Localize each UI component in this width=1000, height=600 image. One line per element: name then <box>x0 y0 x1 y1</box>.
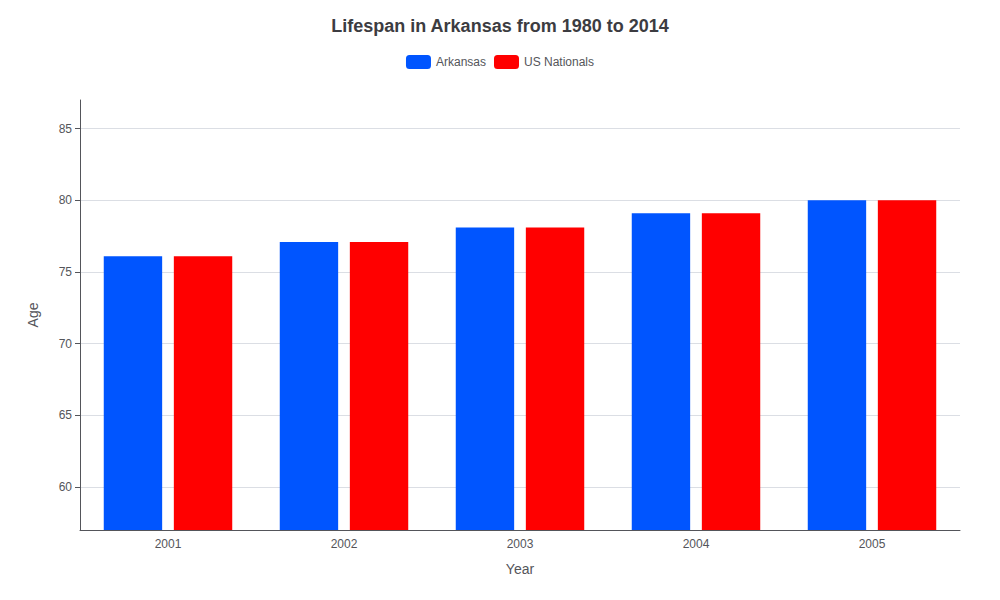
svg-text:2001: 2001 <box>155 537 182 551</box>
svg-text:2005: 2005 <box>859 537 886 551</box>
svg-text:2004: 2004 <box>683 537 710 551</box>
svg-text:70: 70 <box>59 337 73 351</box>
svg-text:Age: Age <box>25 302 41 327</box>
svg-text:85: 85 <box>59 122 73 136</box>
svg-text:60: 60 <box>59 480 73 494</box>
svg-text:2002: 2002 <box>331 537 358 551</box>
svg-text:Arkansas: Arkansas <box>436 55 486 69</box>
svg-text:Lifespan in Arkansas from 1980: Lifespan in Arkansas from 1980 to 2014 <box>331 16 668 36</box>
svg-text:65: 65 <box>59 408 73 422</box>
svg-text:2003: 2003 <box>507 537 534 551</box>
svg-text:Year: Year <box>506 561 535 577</box>
svg-text:75: 75 <box>59 265 73 279</box>
svg-text:80: 80 <box>59 193 73 207</box>
svg-text:US Nationals: US Nationals <box>524 55 594 69</box>
